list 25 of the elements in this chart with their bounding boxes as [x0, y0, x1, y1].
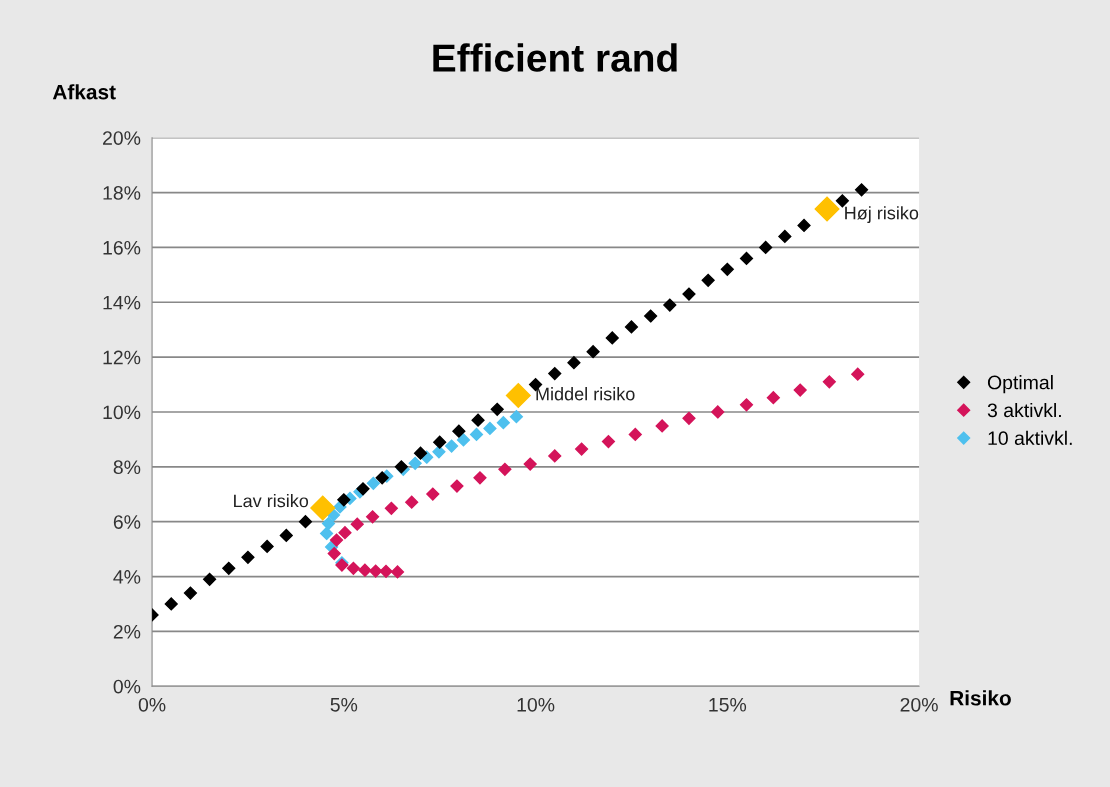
x-tick-label: 0% — [138, 697, 166, 712]
y-tick-label: 8% — [113, 460, 141, 475]
y-tick-label: 0% — [113, 679, 141, 694]
legend-label: Optimal — [987, 375, 1053, 394]
y-tick-label: 20% — [103, 131, 141, 145]
y-tick-label: 4% — [113, 570, 141, 584]
y-tick-label: 6% — [113, 515, 141, 529]
y-tick-label: 10% — [103, 405, 141, 420]
y-tick-label: 2% — [113, 624, 141, 639]
x-tick-label: 20% — [900, 697, 938, 712]
x-axis-title: Risiko — [950, 690, 1011, 706]
x-tick-label: 10% — [517, 697, 555, 712]
annotation: Lav risiko — [234, 494, 309, 508]
legend-label: 10 aktivkl. — [988, 430, 1072, 446]
y-tick-label: 18% — [103, 186, 141, 200]
y-tick-label: 16% — [103, 240, 141, 255]
annotation: Middel risiko — [536, 387, 635, 401]
annotation: Høj risiko — [845, 206, 919, 224]
y-tick-label: 14% — [103, 295, 141, 310]
chart-title: Efficient rand — [433, 43, 677, 72]
y-axis-title: Afkast — [52, 84, 116, 100]
x-tick-label: 15% — [709, 697, 747, 712]
legend-label: 3 aktivkl. — [987, 402, 1061, 418]
y-tick-label: 12% — [103, 350, 141, 365]
x-tick-label: 5% — [330, 697, 358, 712]
